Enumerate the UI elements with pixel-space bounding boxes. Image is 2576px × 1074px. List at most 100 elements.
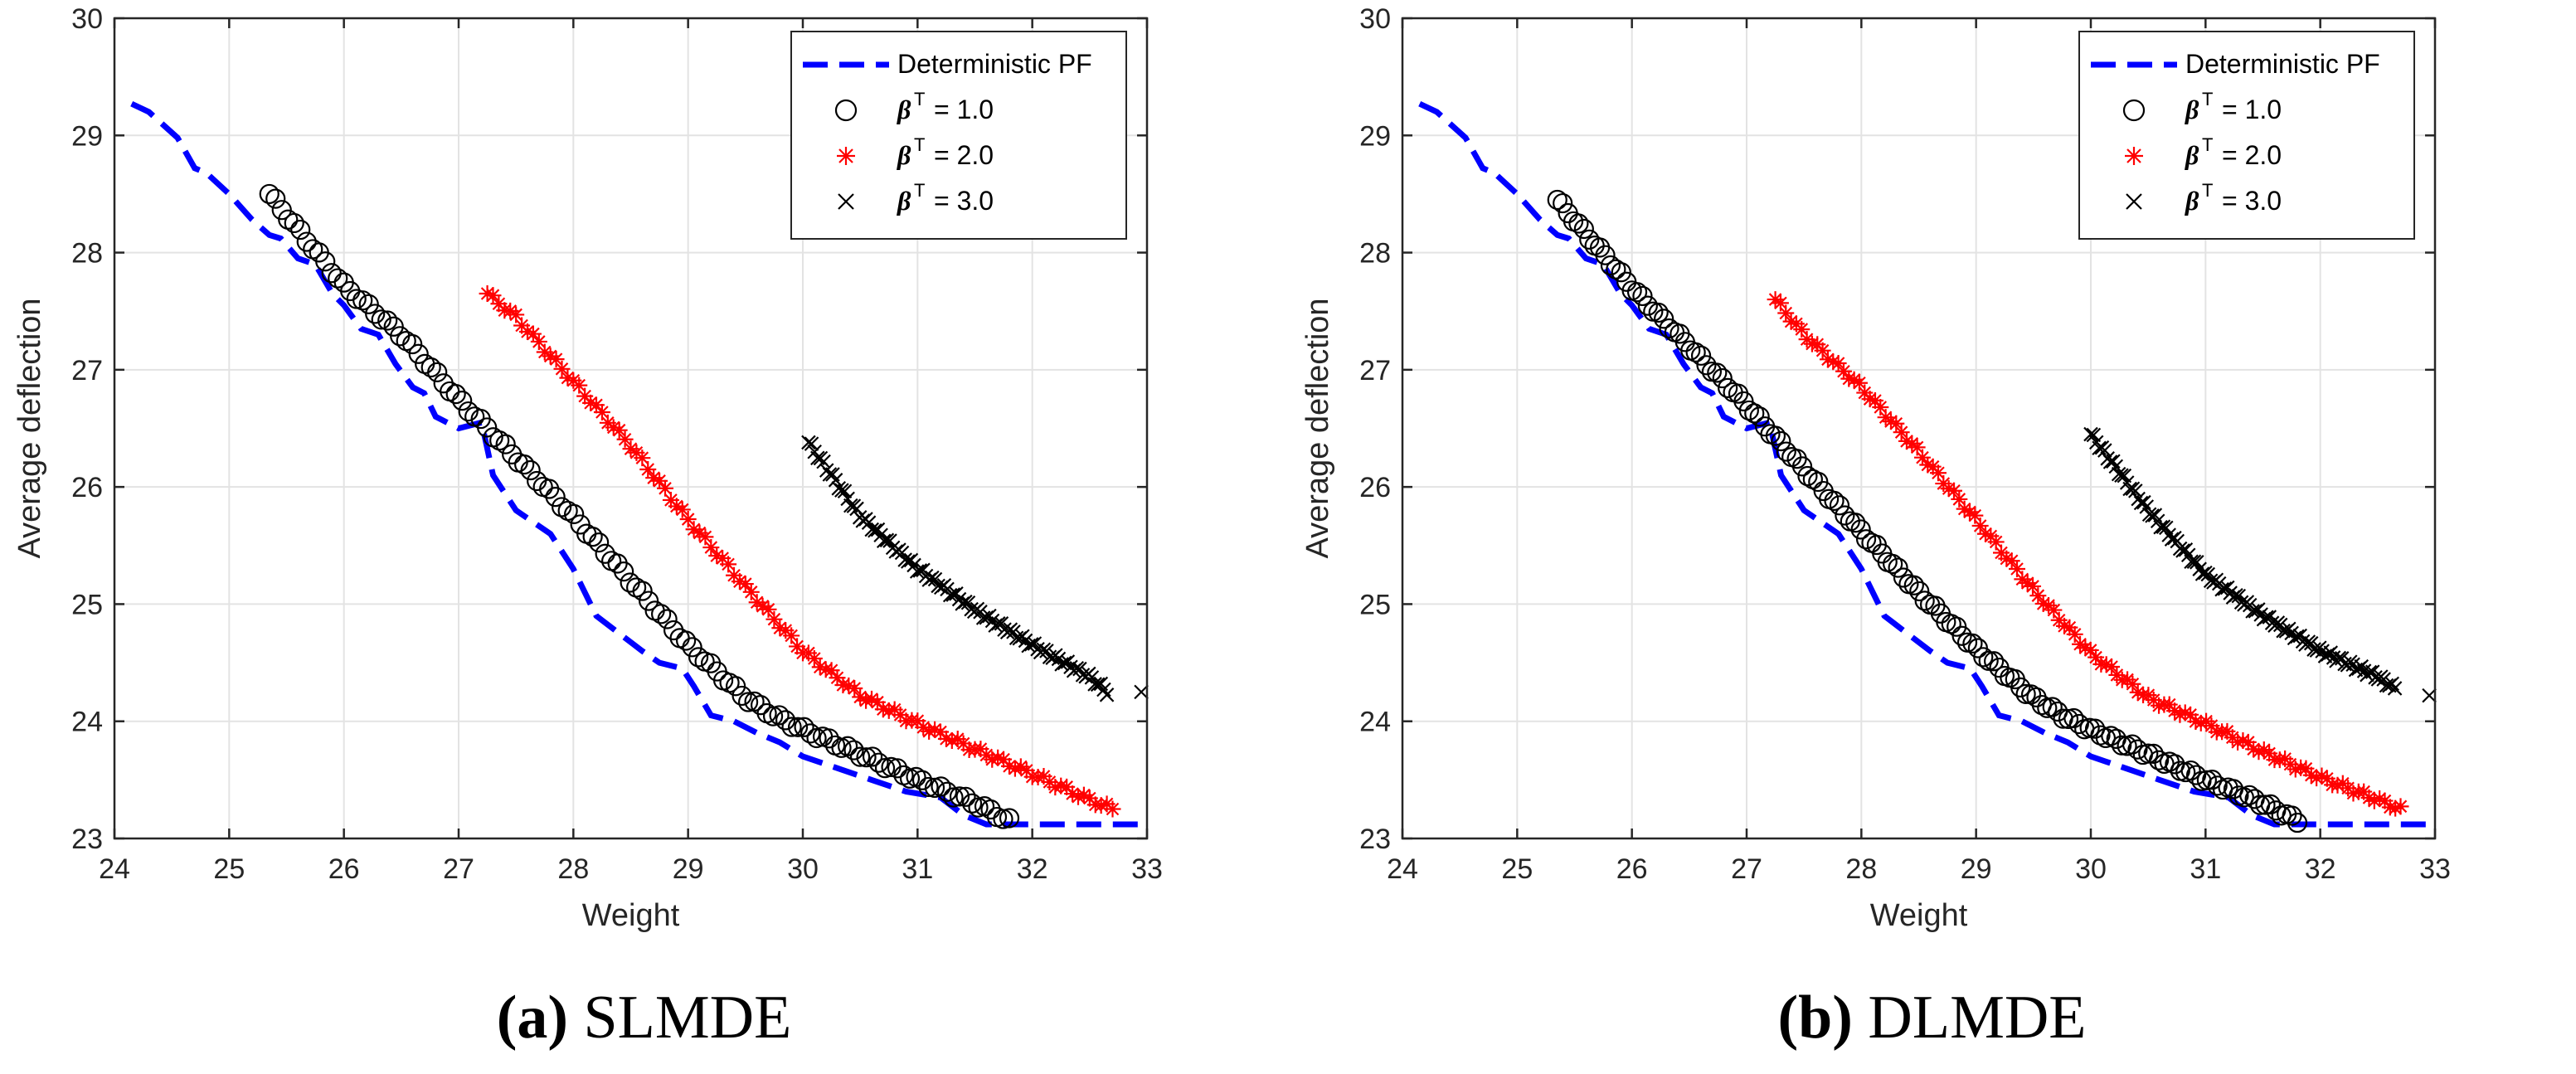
point-beta-3 [2379,678,2394,693]
point-beta-1 [1749,406,1770,427]
x-tick-label: 30 [2075,853,2107,885]
point-beta-2 [553,360,571,377]
point-beta-2 [2245,741,2263,758]
point-beta-1 [1553,192,1573,214]
y-tick-label: 25 [71,589,103,620]
point-beta-2 [657,479,673,497]
point-beta-2 [2077,639,2094,657]
point-beta-2 [2009,561,2026,578]
point-beta-1 [1824,490,1845,511]
point-beta-2 [1070,788,1086,805]
point-beta-2 [1001,757,1018,775]
axes-box [113,17,1149,840]
point-beta-3 [894,545,910,561]
point-beta-2 [731,573,748,590]
point-beta-1 [520,459,541,481]
point-beta-3 [2136,494,2151,510]
point-beta-1 [849,746,871,767]
point-beta-1 [980,799,1001,820]
point-beta-1 [1914,590,1935,611]
point-beta-1 [1659,318,1679,339]
point-beta-2 [2392,798,2409,815]
chart-svg: 24 25 26 27 28 29 30 31 32 332324252627282930Weig… [1300,3,2451,933]
point-beta-2 [880,702,897,719]
point-beta-1 [737,692,759,712]
legend: Deterministic PFβ T = 1.0β T = 2.0β T = 3.0 [790,31,1127,240]
point-beta-2 [1782,313,1800,330]
point-beta-2 [582,394,600,411]
y-tick-label: 30 [1359,3,1391,35]
point-beta-1 [477,417,498,438]
point-beta-1 [265,188,286,209]
point-beta-2 [685,521,702,538]
point-beta-2 [571,377,588,394]
point-beta-2 [708,547,726,565]
point-beta-2 [1866,391,1883,409]
point-beta-1 [943,787,964,808]
series-asterisk [479,285,1121,818]
point-beta-1 [1611,262,1631,283]
point-beta-2 [639,461,657,479]
legend-label-deterministic: Deterministic PF [2185,49,2380,79]
point-beta-1 [1547,189,1567,211]
legend-beta-symbol: β [2185,186,2199,216]
point-beta-2 [874,701,892,718]
point-beta-1 [2015,683,2036,704]
point-beta-1 [371,309,391,330]
point-beta-2 [1966,507,1984,524]
x-tick-label: 26 [328,853,360,885]
point-beta-3 [864,522,879,537]
point-beta-2 [1793,321,1810,338]
legend-beta-value: = 3.0 [2222,186,2282,216]
point-beta-2 [846,680,863,697]
x-tick-label: 26 [1616,853,1648,885]
point-beta-2 [2151,697,2168,714]
point-beta-1 [2112,735,2132,756]
point-beta-1 [819,728,839,749]
point-beta-2 [1977,525,1995,542]
point-beta-1 [731,685,752,707]
point-beta-1 [961,793,983,814]
point-beta-1 [2260,794,2282,814]
legend-beta-value: = 2.0 [934,140,994,170]
point-beta-1 [2063,707,2084,729]
point-beta-2 [490,295,508,313]
point-beta-1 [651,604,672,624]
point-beta-1 [1855,529,1877,550]
point-beta-2 [576,387,594,405]
point-beta-2 [783,627,800,644]
point-beta-1 [408,343,429,364]
series-asterisk [1767,291,2409,817]
y-tick-label: 28 [1359,238,1391,270]
legend-beta-symbol: β [2185,95,2199,124]
point-beta-2 [2255,741,2272,759]
x-axis-label: Weight [1870,898,1968,933]
legend-beta-superscript: T [2202,180,2213,201]
point-beta-2 [1075,786,1092,804]
point-beta-3 [2083,426,2098,442]
point-beta-2 [937,730,955,747]
point-beta-2 [662,491,679,508]
point-beta-1 [514,454,535,475]
point-beta-2 [1012,758,1029,775]
point-beta-1 [1850,519,1871,540]
x-tick-label: 29 [673,853,704,885]
point-beta-2 [805,650,823,668]
point-beta-2 [530,333,547,350]
point-beta-1 [452,391,473,411]
point-beta-3 [2186,554,2202,570]
x-tick-label: 33 [2419,853,2451,885]
point-beta-1 [800,723,821,744]
y-tick-label: 27 [71,355,103,386]
legend-beta-value: = 3.0 [934,186,994,216]
point-beta-1 [328,268,348,289]
point-beta-1 [1637,295,1658,316]
point-beta-1 [2207,775,2228,796]
point-beta-2 [1945,482,1962,499]
point-beta-2 [1018,761,1035,779]
point-beta-2 [1882,413,1899,430]
x-tick-label: 30 [787,853,819,885]
point-beta-2 [1940,480,1957,498]
point-beta-2 [892,706,909,723]
legend-beta-superscript: T [2202,89,2213,109]
